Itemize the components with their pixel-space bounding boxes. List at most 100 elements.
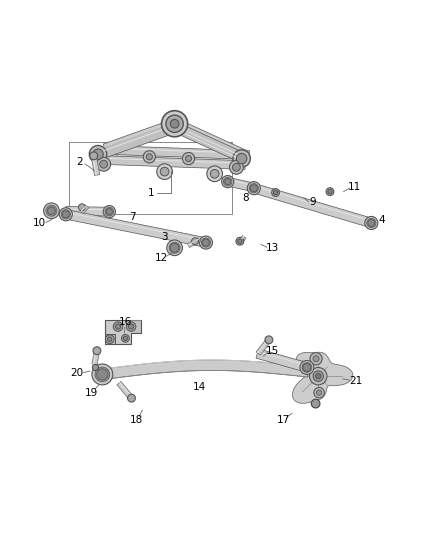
Circle shape	[123, 336, 127, 341]
Circle shape	[310, 367, 327, 385]
Circle shape	[313, 356, 319, 362]
Text: 14: 14	[193, 382, 206, 392]
Circle shape	[44, 203, 59, 219]
Polygon shape	[99, 156, 245, 169]
Polygon shape	[238, 154, 250, 165]
Circle shape	[300, 360, 314, 375]
Circle shape	[93, 149, 103, 159]
Polygon shape	[105, 320, 141, 344]
Polygon shape	[106, 146, 250, 159]
Circle shape	[146, 154, 152, 160]
Circle shape	[317, 390, 322, 395]
Circle shape	[97, 369, 108, 380]
Circle shape	[313, 371, 323, 382]
Polygon shape	[66, 206, 110, 216]
Circle shape	[143, 151, 155, 163]
Text: 2: 2	[76, 157, 83, 167]
Circle shape	[116, 324, 120, 329]
Circle shape	[89, 146, 107, 163]
Circle shape	[191, 238, 198, 245]
Circle shape	[223, 177, 232, 186]
Circle shape	[121, 334, 129, 342]
Circle shape	[127, 394, 135, 402]
Text: 12: 12	[155, 253, 168, 263]
Circle shape	[183, 152, 194, 165]
Circle shape	[162, 111, 187, 137]
Circle shape	[207, 166, 223, 182]
Polygon shape	[117, 382, 134, 400]
Circle shape	[365, 216, 378, 230]
Circle shape	[105, 207, 113, 216]
Circle shape	[166, 115, 184, 133]
Text: 3: 3	[161, 232, 168, 242]
Text: 10: 10	[33, 218, 46, 228]
Text: 13: 13	[265, 243, 279, 253]
Circle shape	[328, 189, 332, 194]
Polygon shape	[92, 350, 99, 365]
Polygon shape	[181, 126, 247, 163]
Circle shape	[106, 335, 114, 344]
Text: 17: 17	[277, 415, 290, 425]
Circle shape	[272, 189, 279, 197]
Text: 20: 20	[71, 368, 84, 378]
Polygon shape	[131, 320, 141, 333]
Circle shape	[210, 169, 219, 178]
Text: 7: 7	[129, 212, 135, 222]
Circle shape	[100, 160, 108, 168]
Circle shape	[368, 220, 375, 227]
Circle shape	[92, 364, 113, 385]
Circle shape	[113, 322, 123, 332]
Circle shape	[265, 336, 273, 344]
Circle shape	[103, 206, 116, 218]
Circle shape	[108, 337, 112, 341]
Circle shape	[310, 353, 322, 365]
Circle shape	[128, 324, 134, 329]
Circle shape	[251, 184, 257, 192]
Text: 15: 15	[265, 346, 279, 357]
Polygon shape	[227, 177, 254, 191]
Text: 8: 8	[242, 193, 248, 203]
Circle shape	[303, 364, 311, 372]
Circle shape	[169, 243, 180, 253]
Polygon shape	[181, 123, 247, 160]
Circle shape	[97, 157, 111, 171]
Circle shape	[167, 240, 183, 256]
Circle shape	[95, 367, 110, 382]
Polygon shape	[102, 360, 309, 379]
Circle shape	[157, 164, 173, 180]
Circle shape	[230, 160, 244, 174]
Text: 21: 21	[349, 376, 362, 386]
Circle shape	[160, 167, 169, 176]
Circle shape	[185, 156, 191, 161]
Circle shape	[61, 209, 71, 219]
Circle shape	[46, 205, 57, 216]
Circle shape	[78, 204, 85, 211]
Circle shape	[233, 163, 240, 171]
Polygon shape	[105, 334, 115, 344]
Text: 9: 9	[309, 197, 316, 207]
Polygon shape	[99, 150, 250, 165]
Polygon shape	[80, 205, 88, 214]
Circle shape	[170, 244, 179, 252]
Text: 4: 4	[379, 215, 385, 225]
Circle shape	[326, 188, 334, 196]
Polygon shape	[65, 209, 207, 247]
Circle shape	[222, 175, 234, 188]
Polygon shape	[95, 149, 110, 160]
Circle shape	[62, 211, 69, 218]
Circle shape	[314, 387, 324, 398]
Circle shape	[367, 219, 376, 228]
Circle shape	[247, 182, 260, 195]
Text: 1: 1	[148, 188, 155, 198]
Polygon shape	[256, 349, 308, 372]
Circle shape	[236, 237, 244, 245]
Polygon shape	[238, 236, 246, 244]
Circle shape	[106, 208, 113, 215]
Circle shape	[92, 365, 99, 370]
Circle shape	[170, 119, 179, 128]
Text: 16: 16	[119, 317, 132, 327]
Circle shape	[199, 236, 212, 249]
Circle shape	[47, 207, 55, 215]
Circle shape	[316, 374, 321, 379]
Polygon shape	[293, 352, 353, 403]
